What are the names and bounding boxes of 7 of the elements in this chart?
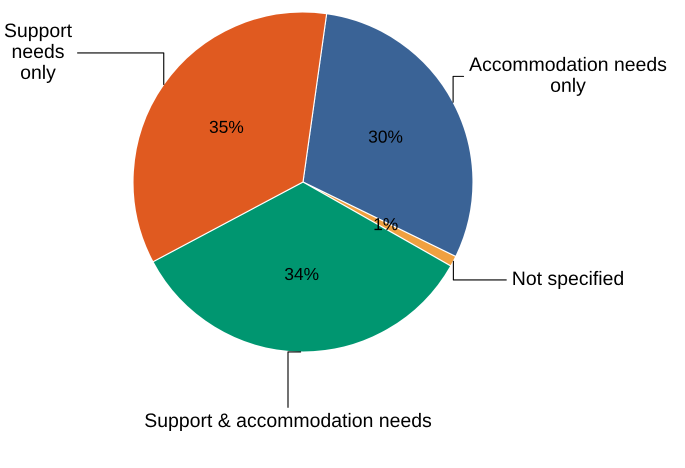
data-label: 30% [368, 130, 402, 143]
slice-label: Not specified [513, 270, 623, 290]
slice-label: Support needs only [4, 23, 72, 83]
slice-label: Accommodation needs only [469, 56, 666, 96]
data-label: 35% [210, 120, 244, 134]
slice-label: Support & accommodation needs [145, 412, 432, 432]
data-label: 34% [284, 268, 318, 280]
